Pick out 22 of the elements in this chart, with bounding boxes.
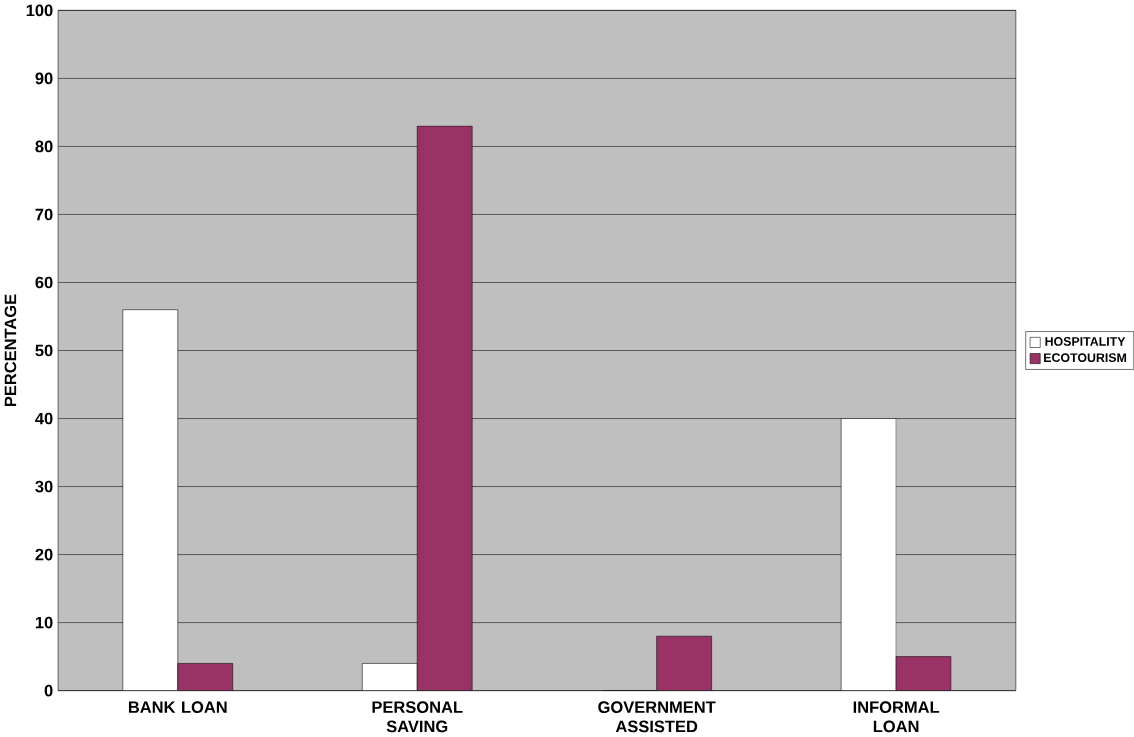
bar	[361, 663, 418, 691]
y-tick-label: 100	[26, 4, 53, 17]
y-tick-label: 80	[35, 140, 53, 153]
y-tick-label: 20	[35, 548, 53, 561]
y-tick-label: 60	[35, 276, 53, 289]
y-tick-label: 30	[35, 480, 53, 493]
x-tick-label: INFORMAL LOAN	[853, 701, 940, 733]
legend-label: HOSPITALITY	[1045, 337, 1126, 346]
x-tick-label: PERSONAL SAVING	[372, 701, 463, 733]
y-tick-label: 90	[35, 72, 53, 85]
y-tick-label: 0	[44, 684, 53, 697]
x-tick-label: BANK LOAN	[128, 701, 227, 714]
x-tick-label: GOVERNMENT ASSISTED	[598, 701, 716, 733]
y-tick-label: 50	[35, 344, 53, 357]
y-tick-label: 70	[35, 208, 53, 221]
y-axis-title: PERCENTAGE	[4, 294, 17, 407]
y-tick-label: 10	[35, 616, 53, 629]
bar	[656, 636, 712, 691]
bar	[840, 418, 897, 691]
bar	[122, 309, 179, 691]
y-tick-label: 40	[35, 412, 53, 425]
legend-label: ECOTOURISM	[1044, 353, 1127, 363]
